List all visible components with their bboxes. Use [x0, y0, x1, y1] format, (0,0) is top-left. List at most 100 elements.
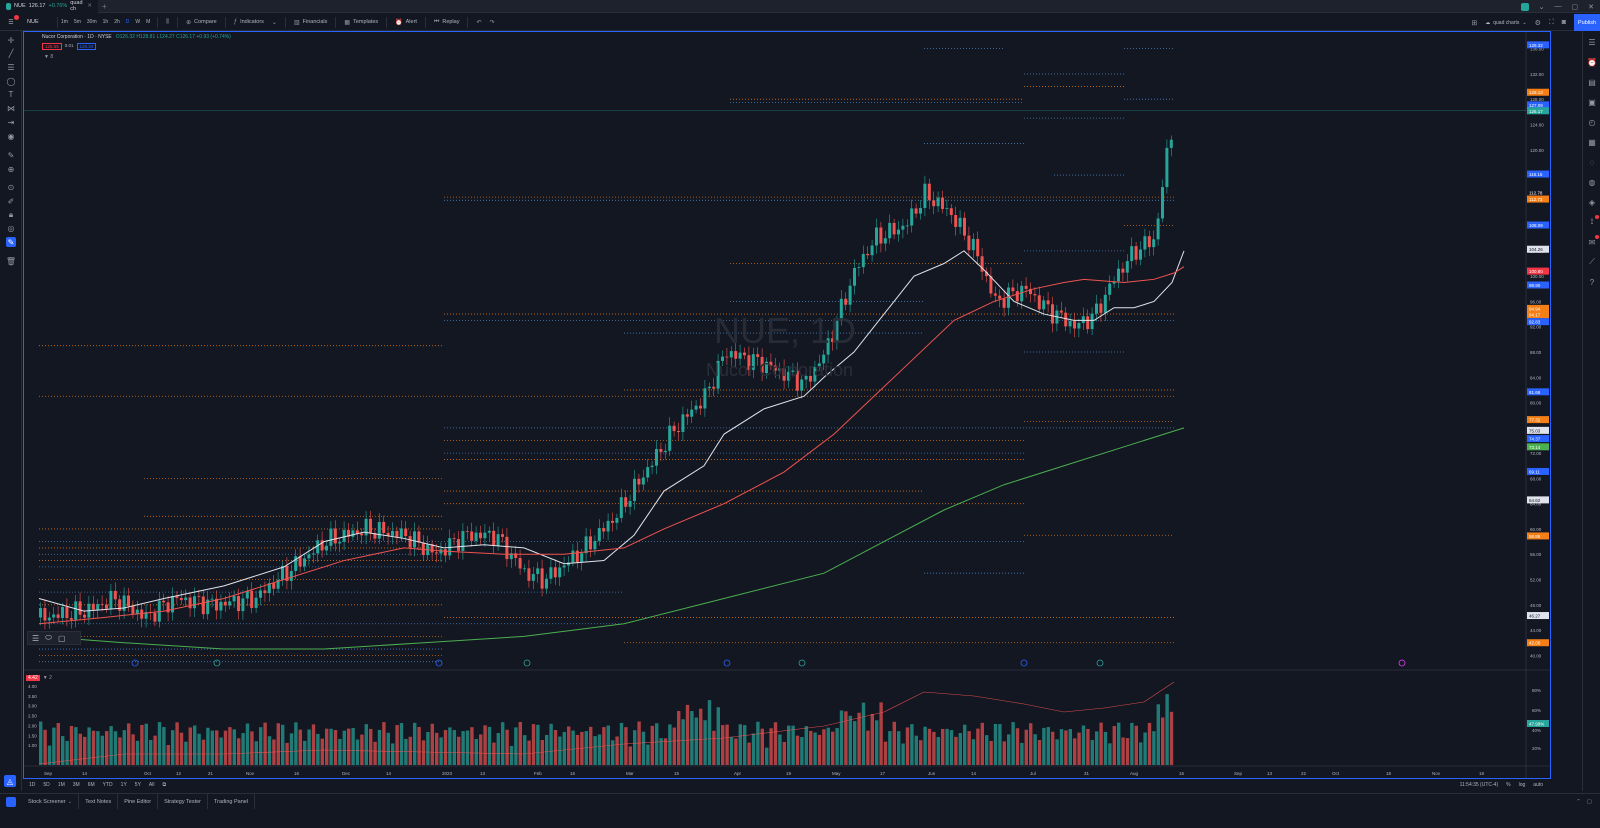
close-window-icon[interactable]: ✕ [1588, 3, 1594, 11]
range-5y[interactable]: 5Y [134, 782, 141, 788]
favorites-drawing-icon[interactable]: ✎ [6, 237, 16, 247]
ask-price[interactable]: 126.34 [76, 43, 97, 50]
magnet-icon[interactable]: ⊙ [7, 182, 15, 192]
financials-button[interactable]: ▥ Financials [290, 19, 331, 26]
indicators-button[interactable]: ƒ Indicators [230, 19, 268, 25]
eye-icon[interactable]: ◉ [7, 131, 15, 141]
alert-button[interactable]: ⏰ Alert [391, 19, 421, 26]
price-chart[interactable]: 136.00132.00128.00124.00120.00116.00112.… [24, 32, 1550, 778]
trash-icon[interactable]: 🗑︎ [5, 256, 17, 266]
trendline-icon[interactable]: ╱ [8, 48, 14, 58]
minimize-icon[interactable]: — [1554, 3, 1562, 10]
alerts-icon[interactable] [0, 796, 22, 807]
range-6m[interactable]: 6M [87, 782, 95, 788]
fib-icon[interactable]: ☰ [7, 62, 15, 72]
chart-type-button[interactable]: ⫼ [162, 19, 173, 26]
measure-range-icon[interactable]: ⇥ [7, 117, 15, 127]
streams-icon[interactable]: ◍ [1588, 177, 1596, 187]
interval-5m[interactable]: 5m [73, 19, 81, 25]
layout-grid-icon[interactable]: ⊞ [1471, 19, 1478, 27]
camera-icon[interactable]: ◙ [1561, 19, 1566, 26]
tab-stock-screener[interactable]: Stock Screener ⌄ [22, 793, 80, 810]
chevron-down-icon[interactable]: ⌄ [1538, 3, 1545, 11]
interval-d[interactable]: D [125, 19, 130, 25]
volume-legend[interactable]: 4.42 ▼ 2 [26, 675, 52, 681]
fib-icon[interactable]: ☰ [32, 633, 40, 643]
pattern-icon[interactable]: ⋈ [7, 103, 15, 113]
account-icon[interactable] [1520, 2, 1529, 11]
signal-icon[interactable]: ⟋ [1589, 257, 1595, 266]
text-icon[interactable]: T [8, 89, 14, 99]
help-icon[interactable]: ? [1589, 277, 1595, 287]
series-legend[interactable]: Nucor Corporation · 1D · NYSE O126.32 H1… [42, 34, 231, 40]
redo-button[interactable]: ↷ [486, 19, 499, 26]
undo-button[interactable]: ↶ [472, 19, 485, 26]
interval-1m[interactable]: 1m [61, 19, 68, 25]
lock-icon[interactable]: 🔒︎ [8, 210, 14, 219]
tab-pine-editor[interactable]: Pine Editor [118, 793, 159, 810]
volume-collapse[interactable]: ▼ 2 [42, 675, 52, 681]
range-1m[interactable]: 1M [57, 782, 65, 788]
ideas-icon[interactable]: ✉ [1587, 235, 1599, 247]
auto-toggle[interactable]: auto [1533, 782, 1543, 788]
range-ytd[interactable]: YTD [102, 782, 113, 788]
tab-trading-panel[interactable]: Trading Panel [208, 793, 256, 810]
bell-icon[interactable]: ◬ [4, 775, 16, 787]
notes-icon[interactable]: ▦ [1588, 137, 1596, 147]
new-tab-icon[interactable]: + [102, 1, 107, 11]
range-1y[interactable]: 1Y [120, 782, 127, 788]
templates-button[interactable]: ▦ Templates [340, 19, 382, 26]
news-icon[interactable]: ▣ [1588, 97, 1596, 107]
ellipse-icon[interactable]: ⬭ [45, 633, 53, 642]
watchlist-icon[interactable]: ☰ [1588, 37, 1596, 47]
percent-toggle[interactable]: % [1506, 782, 1511, 788]
ruler-icon[interactable]: ✎ [7, 150, 15, 160]
browser-tab[interactable]: NUE 126.17 +0.76% quad ch ✕ [0, 0, 98, 13]
symbol-search[interactable]: NUE [22, 16, 58, 28]
rectangle-icon[interactable]: ▢ [58, 633, 66, 643]
range-5d[interactable]: 5D [43, 782, 50, 788]
indicators-dropdown[interactable]: ⌄ [268, 19, 281, 26]
log-toggle[interactable]: log [1518, 782, 1526, 788]
date-range-icon[interactable]: ⧉ [162, 782, 167, 788]
range-all[interactable]: All [148, 782, 155, 788]
zoom-icon[interactable]: ⊕ [7, 164, 15, 174]
candle-body [465, 531, 469, 532]
interval-30m[interactable]: 30m [86, 19, 97, 25]
interval-1h[interactable]: 1h [102, 19, 109, 25]
layout-menu[interactable]: ☁ quad charts ⌄ [1485, 20, 1526, 26]
publish-button[interactable]: Publish [1574, 14, 1600, 31]
bid-price[interactable]: 125.55 [42, 43, 62, 50]
collapse-panel-icon[interactable]: ⌃ [1576, 798, 1581, 805]
community-icon[interactable]: ⟟ [1587, 215, 1599, 227]
interval-m[interactable]: M [146, 19, 151, 25]
compare-button[interactable]: ⊕ Compare [182, 19, 221, 26]
interval-w[interactable]: W [135, 19, 141, 25]
volume-bar [1081, 725, 1086, 765]
close-tab-icon[interactable]: ✕ [87, 3, 92, 9]
interval-2h[interactable]: 2h [114, 19, 120, 25]
data-window-icon[interactable]: ▤ [1588, 77, 1596, 87]
fullscreen-icon[interactable]: ⛶ [1548, 18, 1554, 26]
clock[interactable]: 11:54:35 (UTC-4) [1459, 782, 1499, 788]
range-1d[interactable]: 1D [29, 782, 36, 788]
tab-strategy-tester[interactable]: Strategy Tester [158, 793, 208, 810]
crosshair-icon[interactable]: ✛ [7, 35, 15, 45]
chat-icon[interactable]: ◈ [1588, 197, 1596, 207]
replay-button[interactable]: ⏮ Replay [430, 19, 464, 26]
alarm-clock-icon[interactable]: ⏰ [1587, 57, 1597, 67]
brush-icon[interactable]: ◯ [6, 76, 16, 86]
maximize-icon[interactable]: ▢ [1571, 3, 1579, 11]
idea-bulb-icon[interactable]: ◌ [1589, 157, 1595, 167]
visibility-icon[interactable]: ◎ [7, 223, 15, 233]
gear-icon[interactable]: ⚙ [1534, 19, 1541, 27]
chart-pane[interactable]: 136.00132.00128.00124.00120.00116.00112.… [23, 31, 1551, 779]
maximize-panel-icon[interactable]: ▢ [1586, 798, 1592, 805]
lock-drawing-icon[interactable]: ✐ [7, 196, 15, 206]
calendar-icon[interactable]: ◴ [1588, 117, 1596, 127]
bid-ask[interactable]: 125.55 0.01 126.34 [42, 43, 97, 50]
indicators-collapse[interactable]: ▼ 8 [44, 54, 54, 60]
main-menu-button[interactable]: ☰ [0, 14, 22, 31]
range-3m[interactable]: 3M [72, 782, 80, 788]
tab-text-notes[interactable]: Text Notes [79, 793, 119, 810]
